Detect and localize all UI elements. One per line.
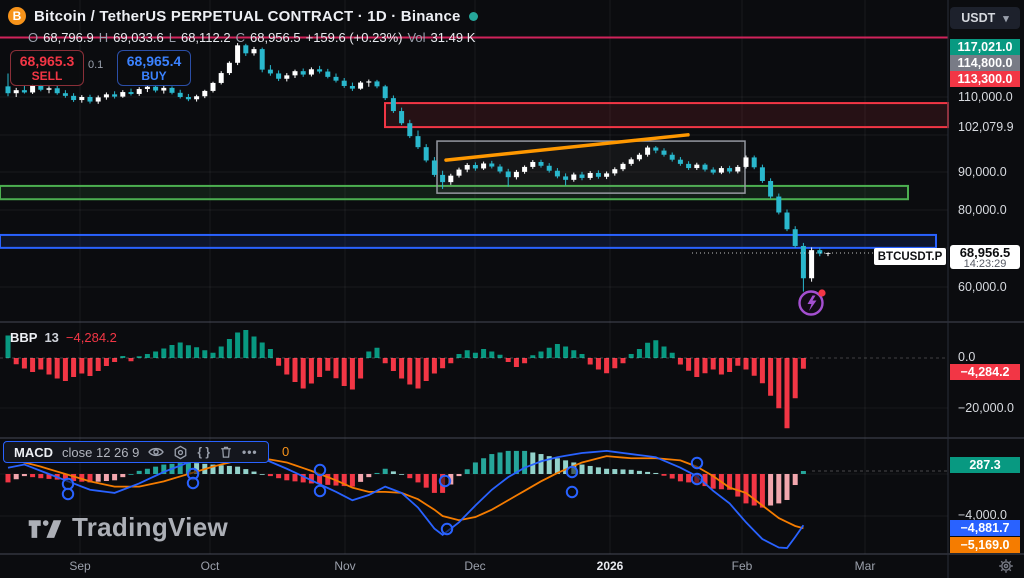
bar-countdown: 14:23:29	[963, 258, 1007, 270]
macd-cross-markers[interactable]	[61, 456, 704, 536]
buy-price: 68,965.4	[126, 53, 182, 69]
open-label: O	[28, 30, 39, 45]
high-value: 69,033.6	[113, 30, 164, 45]
macd-line[interactable]	[7, 449, 805, 549]
price-axis-label: 90,000.0	[958, 165, 1007, 179]
bbp-axis-label: −20,000.0	[958, 401, 1014, 415]
bbp-histogram-layer[interactable]	[0, 330, 948, 429]
price-axis-label: 80,000.0	[958, 203, 1007, 217]
resistance-zone[interactable]	[384, 102, 949, 129]
settings-gear-icon[interactable]	[173, 445, 188, 460]
bbp-indicator-legend[interactable]: BBP 13 −4,284.2	[10, 330, 117, 345]
buy-button[interactable]: 68,965.4 BUY	[117, 50, 191, 86]
last-price-box: 68,956.5 14:23:29	[950, 245, 1020, 270]
bbp-zero-label: 0.0	[958, 350, 976, 364]
macd-signal-line[interactable]	[7, 455, 804, 530]
time-axis-label: Sep	[69, 559, 91, 573]
delete-trash-icon[interactable]	[219, 445, 233, 459]
sell-button[interactable]: 68,965.3 SELL	[10, 50, 84, 86]
time-axis-label: Oct	[200, 559, 220, 573]
tradingview-watermark: TradingView	[28, 512, 228, 543]
spread-value: 0.1	[88, 59, 104, 71]
time-axis-label: 2026	[596, 559, 624, 573]
time-axis-label: Nov	[334, 559, 356, 573]
price-axis[interactable]: USDT ▾ 68,956.5 14:23:29 117,021.0 114,80…	[948, 0, 1024, 578]
support-zone-blue[interactable]	[0, 233, 937, 249]
currency-label: USDT	[961, 11, 996, 25]
volume-value: 31.49 K	[430, 30, 476, 45]
bbp-param: 13	[44, 330, 59, 345]
time-axis-label: Dec	[464, 559, 486, 573]
time-axis-label: Feb	[731, 559, 753, 573]
source-code-icon[interactable]: { }	[197, 445, 211, 459]
high-label: H	[98, 30, 109, 45]
macd-hidden-value: 0	[282, 444, 290, 459]
trend-line[interactable]	[444, 133, 690, 162]
sell-price: 68,965.3	[19, 53, 75, 69]
change-value: +159.6 (+0.23%)	[305, 30, 403, 45]
candles-layer[interactable]	[5, 43, 831, 292]
symbol-title[interactable]: Bitcoin / TetherUS PERPETUAL CONTRACT · …	[34, 7, 461, 25]
time-axis-label: Mar	[854, 559, 876, 573]
open-value: 68,796.9	[43, 30, 94, 45]
sell-label: SELL	[31, 69, 63, 83]
bbp-value-label: −4,284.2	[950, 364, 1020, 380]
close-label: C	[235, 30, 245, 45]
macd-indicator-legend[interactable]: MACD close 12 26 9 { } •••	[3, 441, 269, 463]
ohlc-readout: O 68,796.9 H 69,033.6 L 68,112.2 C 68,95…	[28, 30, 475, 45]
macd-value-label: −4,881.7	[950, 520, 1020, 536]
low-label: L	[168, 30, 176, 45]
macd-hist-value-label: 287.3	[950, 457, 1020, 473]
symbol-price-flag[interactable]: BTCUSDT.P	[874, 248, 946, 265]
currency-selector[interactable]: USDT ▾	[950, 7, 1020, 29]
price-axis-label: 60,000.0	[958, 280, 1007, 294]
last-price-value: 68,956.5	[959, 245, 1011, 260]
low-value: 68,112.2	[180, 30, 231, 45]
macd-params: close 12 26 9	[62, 444, 140, 460]
time-axis-settings-gear-icon[interactable]	[998, 558, 1014, 574]
macd-signal-value-label: −5,169.0	[950, 537, 1020, 553]
symbol-header: B Bitcoin / TetherUS PERPETUAL CONTRACT …	[8, 5, 478, 27]
consolidation-box[interactable]	[436, 140, 746, 194]
price-axis-label: 102,079.9	[958, 120, 1014, 134]
clamped-price-label: 113,300.0	[950, 71, 1020, 87]
macd-axis-label: −4,000.0	[958, 508, 1008, 522]
close-value: 68,956.5	[250, 30, 301, 45]
lightning-trade-icon[interactable]	[795, 286, 829, 318]
macd-histogram-layer[interactable]	[5, 450, 806, 508]
tradingview-logo-icon	[28, 519, 62, 538]
buy-label: BUY	[141, 69, 167, 83]
bbp-title: BBP	[10, 330, 38, 345]
clamped-price-label: 117,021.0	[950, 39, 1020, 55]
clamped-price-label: 114,800.0	[950, 55, 1020, 71]
price-axis-label: 110,000.0	[958, 90, 1013, 104]
time-axis[interactable]: Sep Oct Nov Dec 2026 Feb Mar	[0, 555, 1024, 578]
chevron-down-icon: ▾	[1003, 12, 1009, 25]
visibility-eye-icon[interactable]	[148, 446, 165, 458]
volume-label: Vol	[407, 30, 426, 45]
bbp-value: −4,284.2	[65, 330, 117, 345]
more-options-icon[interactable]: •••	[242, 445, 258, 459]
watermark-text: TradingView	[72, 512, 228, 542]
market-status-dot-icon[interactable]	[468, 11, 478, 21]
macd-title: MACD	[14, 444, 53, 460]
bitcoin-logo-icon: B	[8, 7, 26, 25]
